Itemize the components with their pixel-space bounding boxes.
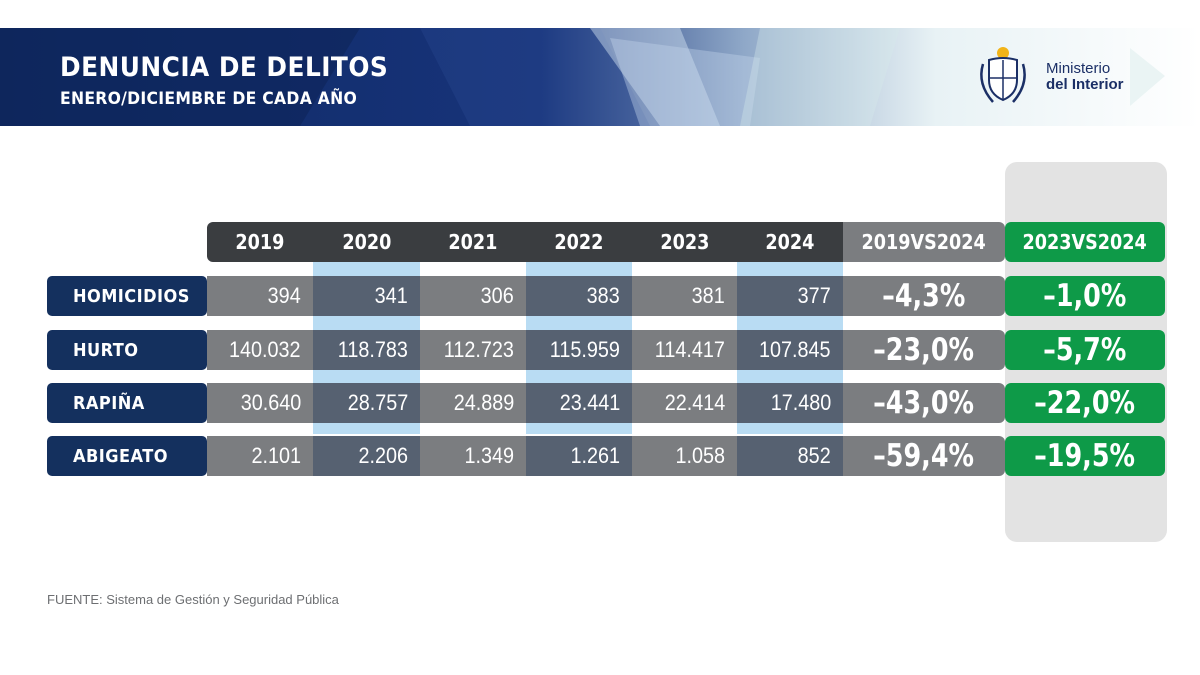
column-header-label: 2021 (448, 230, 498, 254)
value-cell: 30.640 (207, 383, 313, 423)
value-cell: 112.723 (420, 330, 526, 370)
change-2019-2024-cell: –59,4% (843, 436, 1005, 476)
row-label: ABIGEATO (47, 436, 207, 476)
value-cell: 28.757 (313, 383, 420, 423)
value-cell: 2.101 (207, 436, 313, 476)
logo-text-del-interior: del Interior (1046, 76, 1124, 93)
column-header: 2023 (632, 222, 737, 262)
page-title: DENUNCIA DE DELITOS (60, 52, 389, 83)
value-cell: 140.032 (207, 330, 313, 370)
change-2023-2024-cell: –22,0% (1005, 383, 1165, 423)
column-header-label: 2023 (659, 230, 709, 254)
value-cell: 107.845 (737, 330, 843, 370)
value-cell: 852 (737, 436, 843, 476)
column-header-label: 2022 (554, 230, 604, 254)
column-header-label: 2019VS2024 (861, 230, 987, 254)
column-header: 2019 (207, 222, 313, 262)
value-cell: 23.441 (526, 383, 632, 423)
value-cell: 1.261 (526, 436, 632, 476)
value-cell: 24.889 (420, 383, 526, 423)
change-2023-2024-cell: –1,0% (1005, 276, 1165, 316)
column-header: 2023VS2024 (1005, 222, 1165, 262)
column-header-label: 2019 (235, 230, 285, 254)
value-cell: 118.783 (313, 330, 420, 370)
coat-of-arms-logo (980, 47, 1026, 103)
column-header: 2024 (737, 222, 843, 262)
value-cell: 306 (420, 276, 526, 316)
column-header: 2022 (526, 222, 632, 262)
column-header: 2020 (313, 222, 420, 262)
page-subtitle: ENERO/DICIEMBRE DE CADA AÑO (60, 89, 358, 109)
value-cell: 383 (526, 276, 632, 316)
change-2019-2024-cell: –43,0% (843, 383, 1005, 423)
value-cell: 377 (737, 276, 843, 316)
value-cell: 114.417 (632, 330, 737, 370)
change-2019-2024-cell: –4,3% (843, 276, 1005, 316)
column-header-label: 2020 (341, 230, 391, 254)
column-header: 2021 (420, 222, 526, 262)
change-2023-2024-cell: –19,5% (1005, 436, 1165, 476)
value-cell: 1.349 (420, 436, 526, 476)
change-2023-2024-cell: –5,7% (1005, 330, 1165, 370)
column-header: 2019VS2024 (843, 222, 1005, 262)
value-cell: 22.414 (632, 383, 737, 423)
column-header-label: 2023VS2024 (1022, 230, 1148, 254)
value-cell: 394 (207, 276, 313, 316)
value-cell: 17.480 (737, 383, 843, 423)
column-header-label: 2024 (765, 230, 815, 254)
row-label: HURTO (47, 330, 207, 370)
value-cell: 381 (632, 276, 737, 316)
row-label: HOMICIDIOS (47, 276, 207, 316)
logo-text-ministerio: Ministerio (1046, 60, 1111, 77)
value-cell: 341 (313, 276, 420, 316)
value-cell: 115.959 (526, 330, 632, 370)
row-label: RAPIÑA (47, 383, 207, 423)
change-2019-2024-cell: –23,0% (843, 330, 1005, 370)
value-cell: 1.058 (632, 436, 737, 476)
value-cell: 2.206 (313, 436, 420, 476)
source-note: FUENTE: Sistema de Gestión y Seguridad P… (47, 592, 339, 607)
